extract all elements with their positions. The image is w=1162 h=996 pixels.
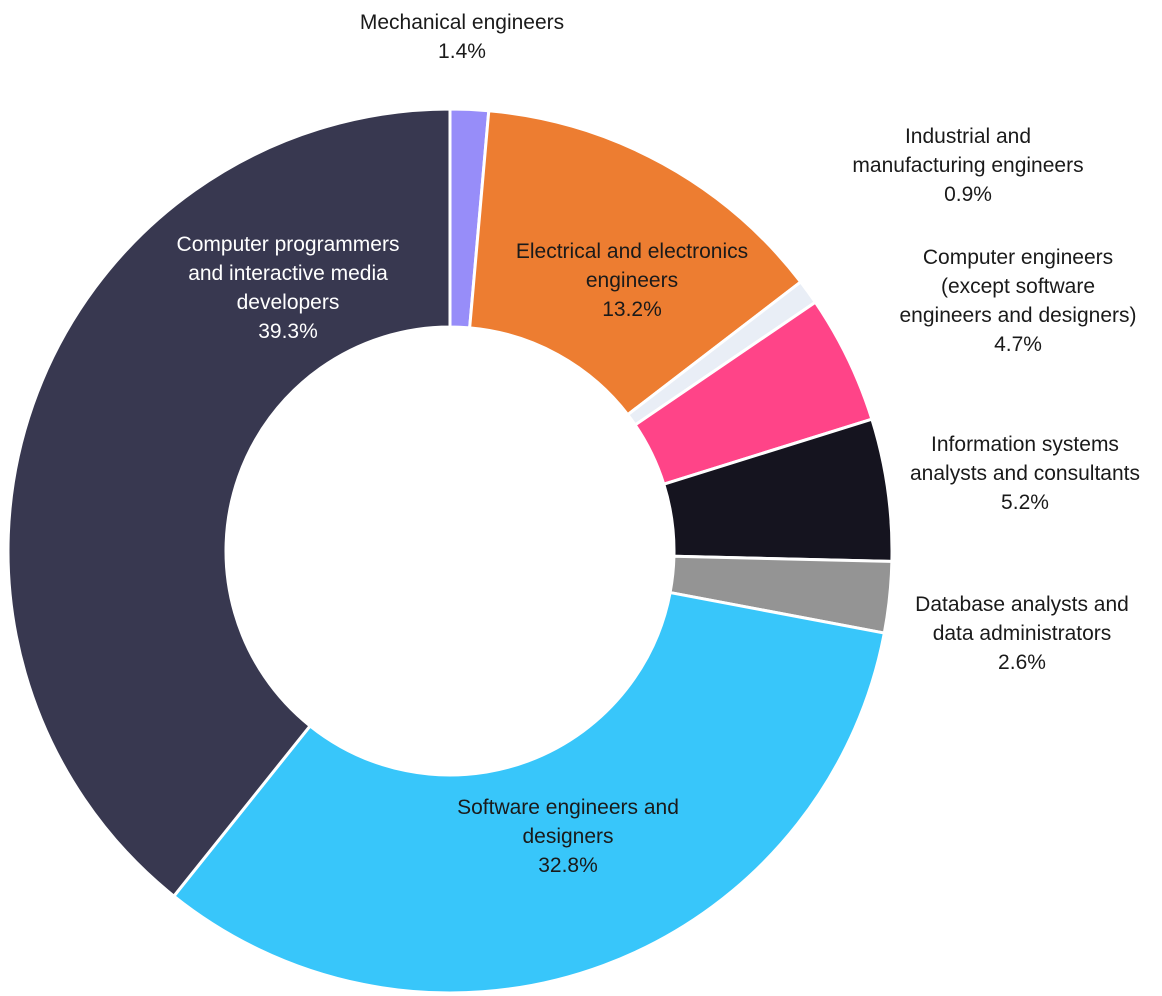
slice-label-line: Database analysts and [915, 593, 1129, 616]
slice-label-line: Mechanical engineers [359, 11, 565, 34]
slice-label: Database analysts and data administrators… [915, 590, 1129, 677]
slice-value-label: 0.9% [944, 183, 992, 206]
slice-value-label: 5.2% [1001, 491, 1049, 514]
slice-label: Computer programmers and interactive medi… [177, 230, 400, 346]
slice-value-label: 39.3% [258, 320, 318, 343]
slice-label-line: Information systems [931, 433, 1119, 456]
slice-label-line: designers [522, 825, 614, 848]
slice-value-label: 4.7% [994, 333, 1042, 356]
slice-computer-programmers-and-interactive-media-developers [6, 107, 452, 898]
slice-value-label: 13.2% [602, 298, 662, 321]
slice-label: Mechanical engineers 1.4% [360, 8, 564, 66]
slice-label-line: Software engineers and [457, 796, 679, 819]
slice-label: Computer engineers (except software engine… [900, 243, 1137, 359]
slice-label-line: Industrial and [904, 125, 1032, 148]
slice-label-line: Electrical and electronics [515, 240, 749, 263]
slice-value-label: 2.6% [998, 651, 1046, 674]
slice-label-line: Computer programmers [176, 233, 400, 256]
slice-label-line: manufacturing engineers [852, 154, 1084, 177]
slice-label-line: Computer engineers [922, 246, 1114, 269]
slice-software-engineers-and-designers [172, 591, 886, 995]
slice-label-line: analysts and consultants [910, 462, 1140, 485]
slice-label: Electrical and electronics engineers 13.2% [516, 237, 748, 324]
slice-label-line: and interactive media [188, 262, 388, 285]
slice-electrical-and-electronics-engineers [468, 109, 803, 417]
slice-label-line: data administrators [932, 622, 1112, 645]
slice-label: Industrial and manufacturing engineers 0.9… [852, 122, 1083, 209]
slice-label-line: (except software [940, 275, 1096, 298]
slice-label-line: developers [236, 291, 340, 314]
slice-label-line: engineers and designers) [899, 304, 1137, 327]
slice-value-label: 32.8% [538, 854, 598, 877]
slice-label: Information systems analysts and consulta… [910, 430, 1140, 517]
slice-value-label: 1.4% [438, 40, 486, 63]
slice-label: Software engineers and designers 32.8% [457, 793, 679, 880]
slice-label-line: engineers [585, 269, 679, 292]
